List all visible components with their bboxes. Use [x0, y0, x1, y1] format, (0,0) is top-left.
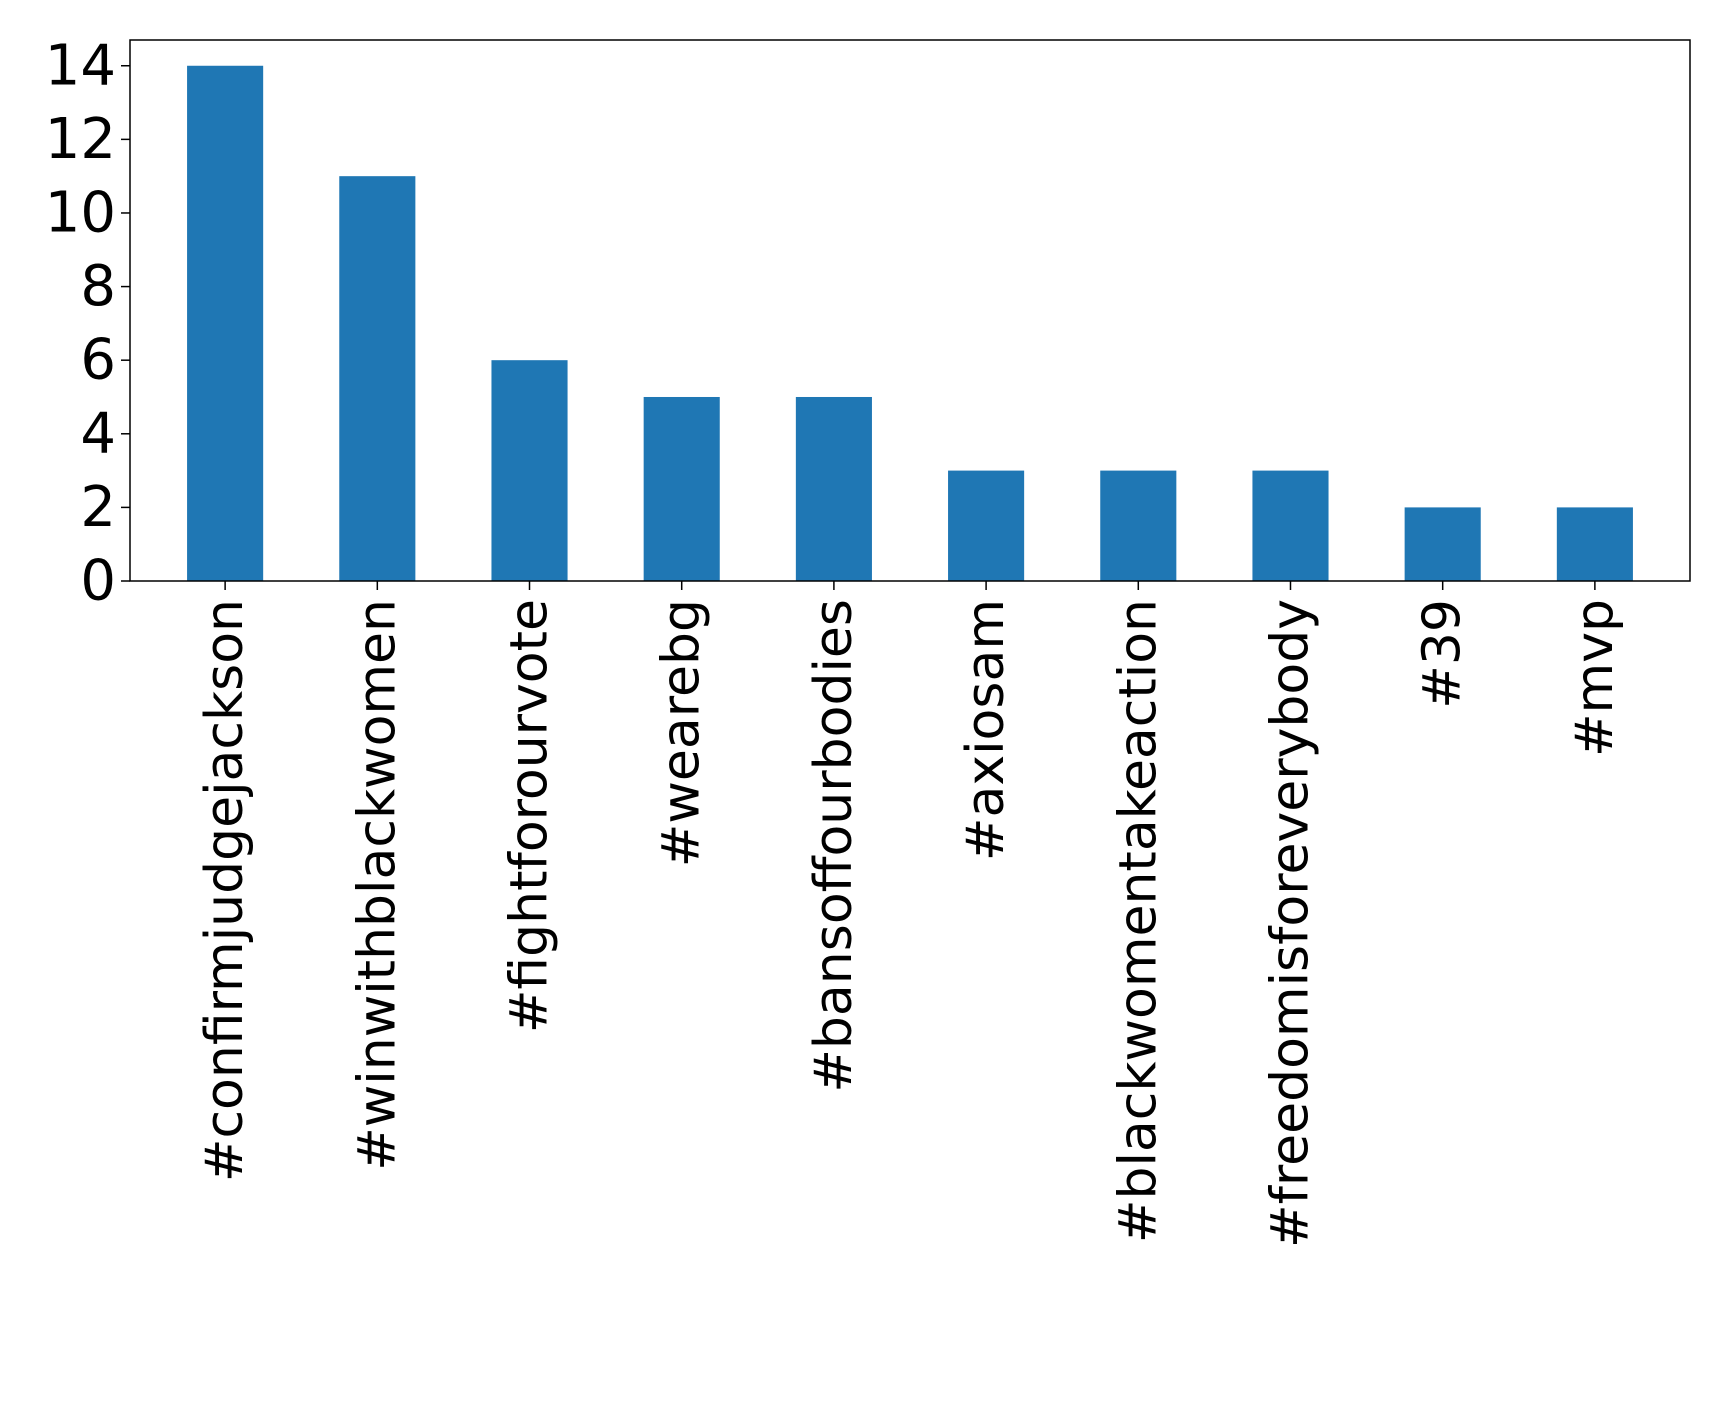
x-tick-label: #bansoffourbodies: [804, 599, 864, 1093]
y-tick-label: 8: [80, 254, 116, 319]
bar-winwithblackwomen: [339, 176, 416, 581]
y-tick-label: 4: [80, 401, 116, 466]
x-tick-label: #axiosam: [956, 599, 1016, 861]
bar-confirmjudgejackson: [187, 65, 264, 581]
x-tick-label: #confirmjudgejackson: [195, 599, 255, 1182]
bar-fightforourvote: [491, 360, 568, 581]
y-tick-label: 0: [80, 549, 116, 614]
x-tick-label: #39: [1413, 599, 1473, 709]
y-axis: 0 2 4 6 8 10 12 14: [45, 33, 130, 614]
x-tick-label: #blackwomentakeaction: [1108, 599, 1168, 1243]
bar-freedomisforeverybody: [1252, 470, 1329, 581]
y-tick-label: 2: [80, 475, 116, 540]
bars-layer: [187, 65, 1633, 581]
y-tick-label: 10: [45, 180, 116, 245]
plot-frame: [129, 39, 1691, 582]
bar-mvp: [1556, 507, 1633, 581]
x-tick-label: #freedomisforeverybody: [1260, 599, 1320, 1248]
x-tick-label: #fightforourvote: [500, 599, 560, 1033]
bar-39: [1404, 507, 1481, 581]
x-tick-label: #winwithblackwomen: [347, 599, 407, 1171]
bar-wearebg: [643, 396, 720, 581]
x-axis: #confirmjudgejackson #winwithblackwomen #f…: [195, 581, 1625, 1248]
bar-axiosam: [948, 470, 1025, 581]
y-tick-label: 14: [45, 33, 116, 98]
y-tick-label: 12: [45, 107, 116, 172]
y-tick-label: 6: [80, 328, 116, 393]
x-tick-label: #wearebg: [652, 599, 712, 867]
bar-blackwomentakeaction: [1100, 470, 1177, 581]
x-tick-label: #mvp: [1565, 599, 1625, 757]
bar-bansoffourbodies: [795, 396, 872, 581]
